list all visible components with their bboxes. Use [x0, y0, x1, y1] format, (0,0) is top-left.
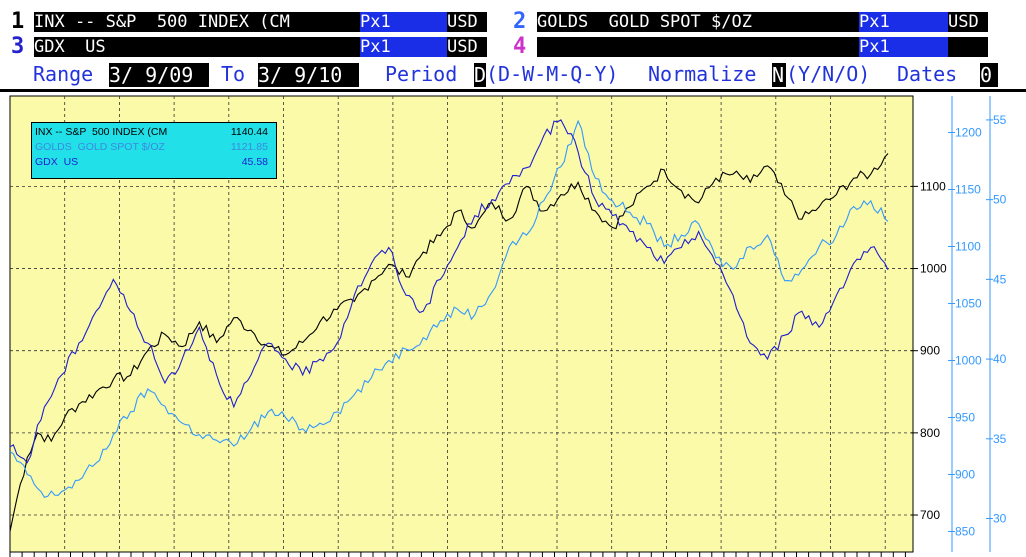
slot-1-security[interactable]: INX -- S&P 500 INDEX (CM [34, 12, 360, 32]
gdx-axis-label: 40 [993, 352, 1007, 366]
inx-axis-label: 1000 [920, 262, 947, 276]
gold-axis-label: 950 [955, 410, 975, 424]
y-axes: 700 800 900 1000 1100 850 900 950 1000 1050 1100 11… [911, 96, 1007, 552]
slot-3-number[interactable]: 3 [11, 34, 25, 59]
series-lines [9, 119, 889, 532]
normalize-options-hint: (Y/N/O) [786, 62, 871, 86]
series-line-gdx [9, 119, 889, 464]
slot-3-currency[interactable]: USD [447, 37, 487, 57]
x-axis-ticks [9, 552, 906, 557]
range-start-input[interactable]: 3/ 9/09 [109, 63, 209, 87]
gold-axis-label: 1200 [955, 125, 982, 139]
range-controls-row: Range 3/ 9/09 To 3/ 9/10 Period D (D-W-M… [0, 61, 1026, 88]
normalize-label: Normalize [648, 62, 757, 86]
security-row-1: 1 INX -- S&P 500 INDEX (CM Px1 USD 2 GOL… [0, 9, 1026, 34]
dates-label: Dates [897, 62, 958, 86]
series-line-inx [9, 153, 889, 532]
slot-2-security[interactable]: GOLDS GOLD SPOT $/OZ [537, 12, 859, 32]
slot-1-currency[interactable]: USD [447, 12, 487, 32]
slot-2-price-field[interactable]: Px1 [859, 12, 948, 32]
legend-name-inx: INX -- S&P 500 INDEX (CM [35, 126, 168, 138]
legend-name-gdx: GDX US [35, 156, 79, 168]
gdx-axis-label: 50 [993, 193, 1007, 207]
gdx-axis-label: 35 [993, 432, 1007, 446]
gdx-axis-label: 45 [993, 272, 1007, 286]
gold-axis-label: 1050 [955, 296, 982, 310]
slot-2-number[interactable]: 2 [513, 9, 527, 34]
slot-3-security[interactable]: GDX US [34, 37, 360, 57]
legend-value-gold: 1121.85 [230, 141, 268, 153]
chart-legend[interactable]: INX -- S&P 500 INDEX (CM 1140.44 GOLDS G… [31, 122, 277, 179]
gold-axis-label: 850 [955, 524, 975, 538]
slot-1-price-field[interactable]: Px1 [360, 12, 447, 32]
legend-name-gold: GOLDS GOLD SPOT $/OZ [35, 141, 165, 153]
inx-axis-label: 700 [920, 508, 940, 522]
security-row-2: 3 GDX US Px1 USD 4 Px1 [0, 34, 1026, 59]
legend-value-inx: 1140.44 [230, 126, 268, 138]
gold-axis-label: 1000 [955, 353, 982, 367]
gold-axis-label: 1100 [955, 239, 981, 253]
slot-3-price-field[interactable]: Px1 [360, 37, 447, 57]
period-label: Period [385, 62, 458, 86]
slot-2-currency[interactable]: USD [948, 12, 988, 32]
slot-4-currency[interactable] [948, 37, 988, 57]
legend-value-gdx: 45.58 [241, 156, 268, 168]
slot-1-number[interactable]: 1 [11, 9, 25, 34]
normalize-input[interactable]: N [772, 63, 786, 87]
inx-axis-label: 900 [920, 344, 940, 358]
period-input[interactable]: D [474, 63, 487, 87]
dates-input[interactable]: 0 [980, 63, 998, 87]
range-end-input[interactable]: 3/ 9/10 [258, 63, 359, 87]
inx-axis-label: 1100 [920, 179, 946, 193]
inx-axis-label: 800 [920, 426, 940, 440]
slot-4-number[interactable]: 4 [513, 34, 527, 59]
slot-4-security[interactable] [537, 37, 859, 57]
to-label: To [221, 62, 246, 86]
gdx-axis-label: 30 [993, 512, 1007, 526]
controls-divider [0, 89, 1026, 92]
grid-lines [10, 96, 913, 552]
gdx-axis-label: 55 [993, 113, 1007, 127]
period-options-hint: (D-W-M-Q-Y) [486, 62, 619, 86]
range-label: Range [33, 62, 94, 86]
slot-4-price-field[interactable]: Px1 [859, 37, 948, 57]
series-line-gold [9, 119, 889, 498]
gold-axis-label: 1150 [955, 182, 981, 196]
gold-axis-label: 900 [955, 467, 975, 481]
